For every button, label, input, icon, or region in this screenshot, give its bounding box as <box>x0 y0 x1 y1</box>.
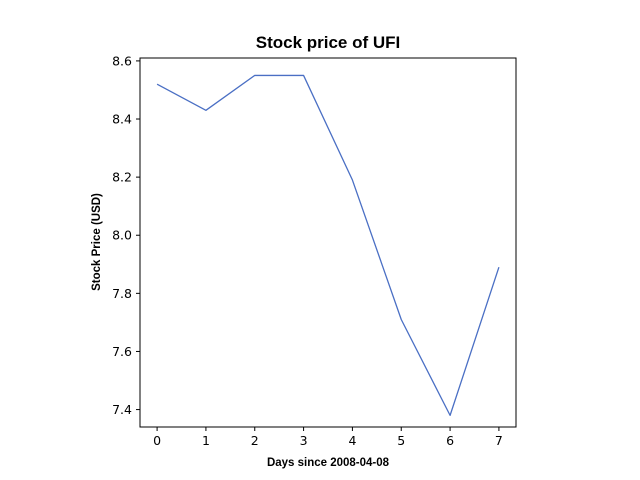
y-tick-label: 8.4 <box>112 112 132 127</box>
x-tick-label: 4 <box>348 433 356 448</box>
y-tick-label: 8.6 <box>112 53 132 68</box>
x-tick-label: 2 <box>251 433 259 448</box>
x-tick-label: 7 <box>495 433 503 448</box>
chart-title: Stock price of UFI <box>256 33 401 52</box>
x-tick-label: 6 <box>446 433 454 448</box>
y-tick-label: 8.0 <box>112 228 132 243</box>
y-tick-label: 8.2 <box>112 170 132 185</box>
x-axis-label: Days since 2008-04-08 <box>267 457 390 469</box>
x-tick-label: 0 <box>153 433 161 448</box>
series-line <box>156 74 500 417</box>
y-tick-label: 7.4 <box>112 402 132 417</box>
x-tick-label: 5 <box>397 433 405 448</box>
x-tick-label: 3 <box>300 433 308 448</box>
y-axis: 7.4 7.6 7.8 8.0 8.2 8.4 8.6 <box>112 53 140 417</box>
y-tick-label: 7.6 <box>112 344 132 359</box>
series-layer <box>156 74 500 417</box>
plot-area <box>139 57 517 428</box>
x-tick-label: 1 <box>202 433 210 448</box>
y-tick-label: 7.8 <box>112 286 132 301</box>
y-axis-label: Stock Price (USD) <box>91 193 103 291</box>
x-axis: 0 1 2 3 4 5 6 7 <box>153 427 503 448</box>
